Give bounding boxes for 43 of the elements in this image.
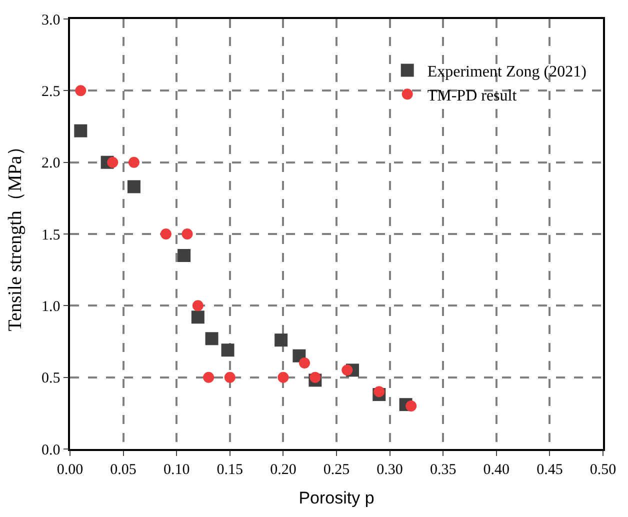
legend-label: Experiment Zong (2021) — [427, 64, 586, 81]
point — [203, 372, 214, 383]
y-tick-label: 2.5 — [42, 84, 60, 100]
y-axis-title: Tensile strength（MPa） — [4, 136, 26, 332]
point — [278, 372, 289, 383]
y-tick-label: 2.0 — [42, 156, 60, 172]
point — [191, 310, 204, 324]
point — [374, 386, 385, 398]
x-tick-label: 0.30 — [376, 462, 403, 478]
point — [74, 124, 88, 138]
point — [75, 85, 86, 96]
y-tick-label: 0.5 — [42, 370, 60, 387]
x-tick-label: 0.50 — [590, 462, 616, 478]
point — [274, 334, 288, 347]
point — [178, 249, 191, 262]
y-tick-label: 1.0 — [42, 298, 60, 315]
point — [127, 180, 140, 194]
point — [182, 228, 193, 240]
point — [221, 344, 234, 357]
y-tick-label: 0.0 — [42, 442, 60, 458]
point — [310, 372, 321, 383]
x-tick-label: 0.05 — [110, 462, 136, 478]
y-tick-label: 1.5 — [42, 227, 60, 244]
point — [128, 156, 140, 168]
point — [406, 400, 417, 412]
point — [107, 156, 118, 168]
y-tick-label: 3.0 — [42, 12, 60, 28]
x-tick-label: 0.45 — [536, 462, 563, 478]
x-tick-label: 0.15 — [216, 462, 244, 478]
legend-label: TM-PD result — [427, 87, 518, 104]
point — [224, 372, 236, 383]
point — [160, 228, 172, 240]
x-tick-label: 0.40 — [483, 462, 510, 478]
point — [192, 300, 204, 312]
point — [299, 358, 310, 368]
x-axis-title: Porosity p — [298, 488, 374, 508]
point — [342, 364, 353, 376]
point — [205, 332, 218, 346]
x-tick-label: 0.25 — [323, 462, 350, 478]
x-tick-label: 0.10 — [163, 462, 190, 478]
x-tick-label: 0.00 — [56, 462, 84, 478]
x-tick-label: 0.35 — [430, 462, 456, 478]
x-tick-label: 0.20 — [270, 462, 296, 478]
